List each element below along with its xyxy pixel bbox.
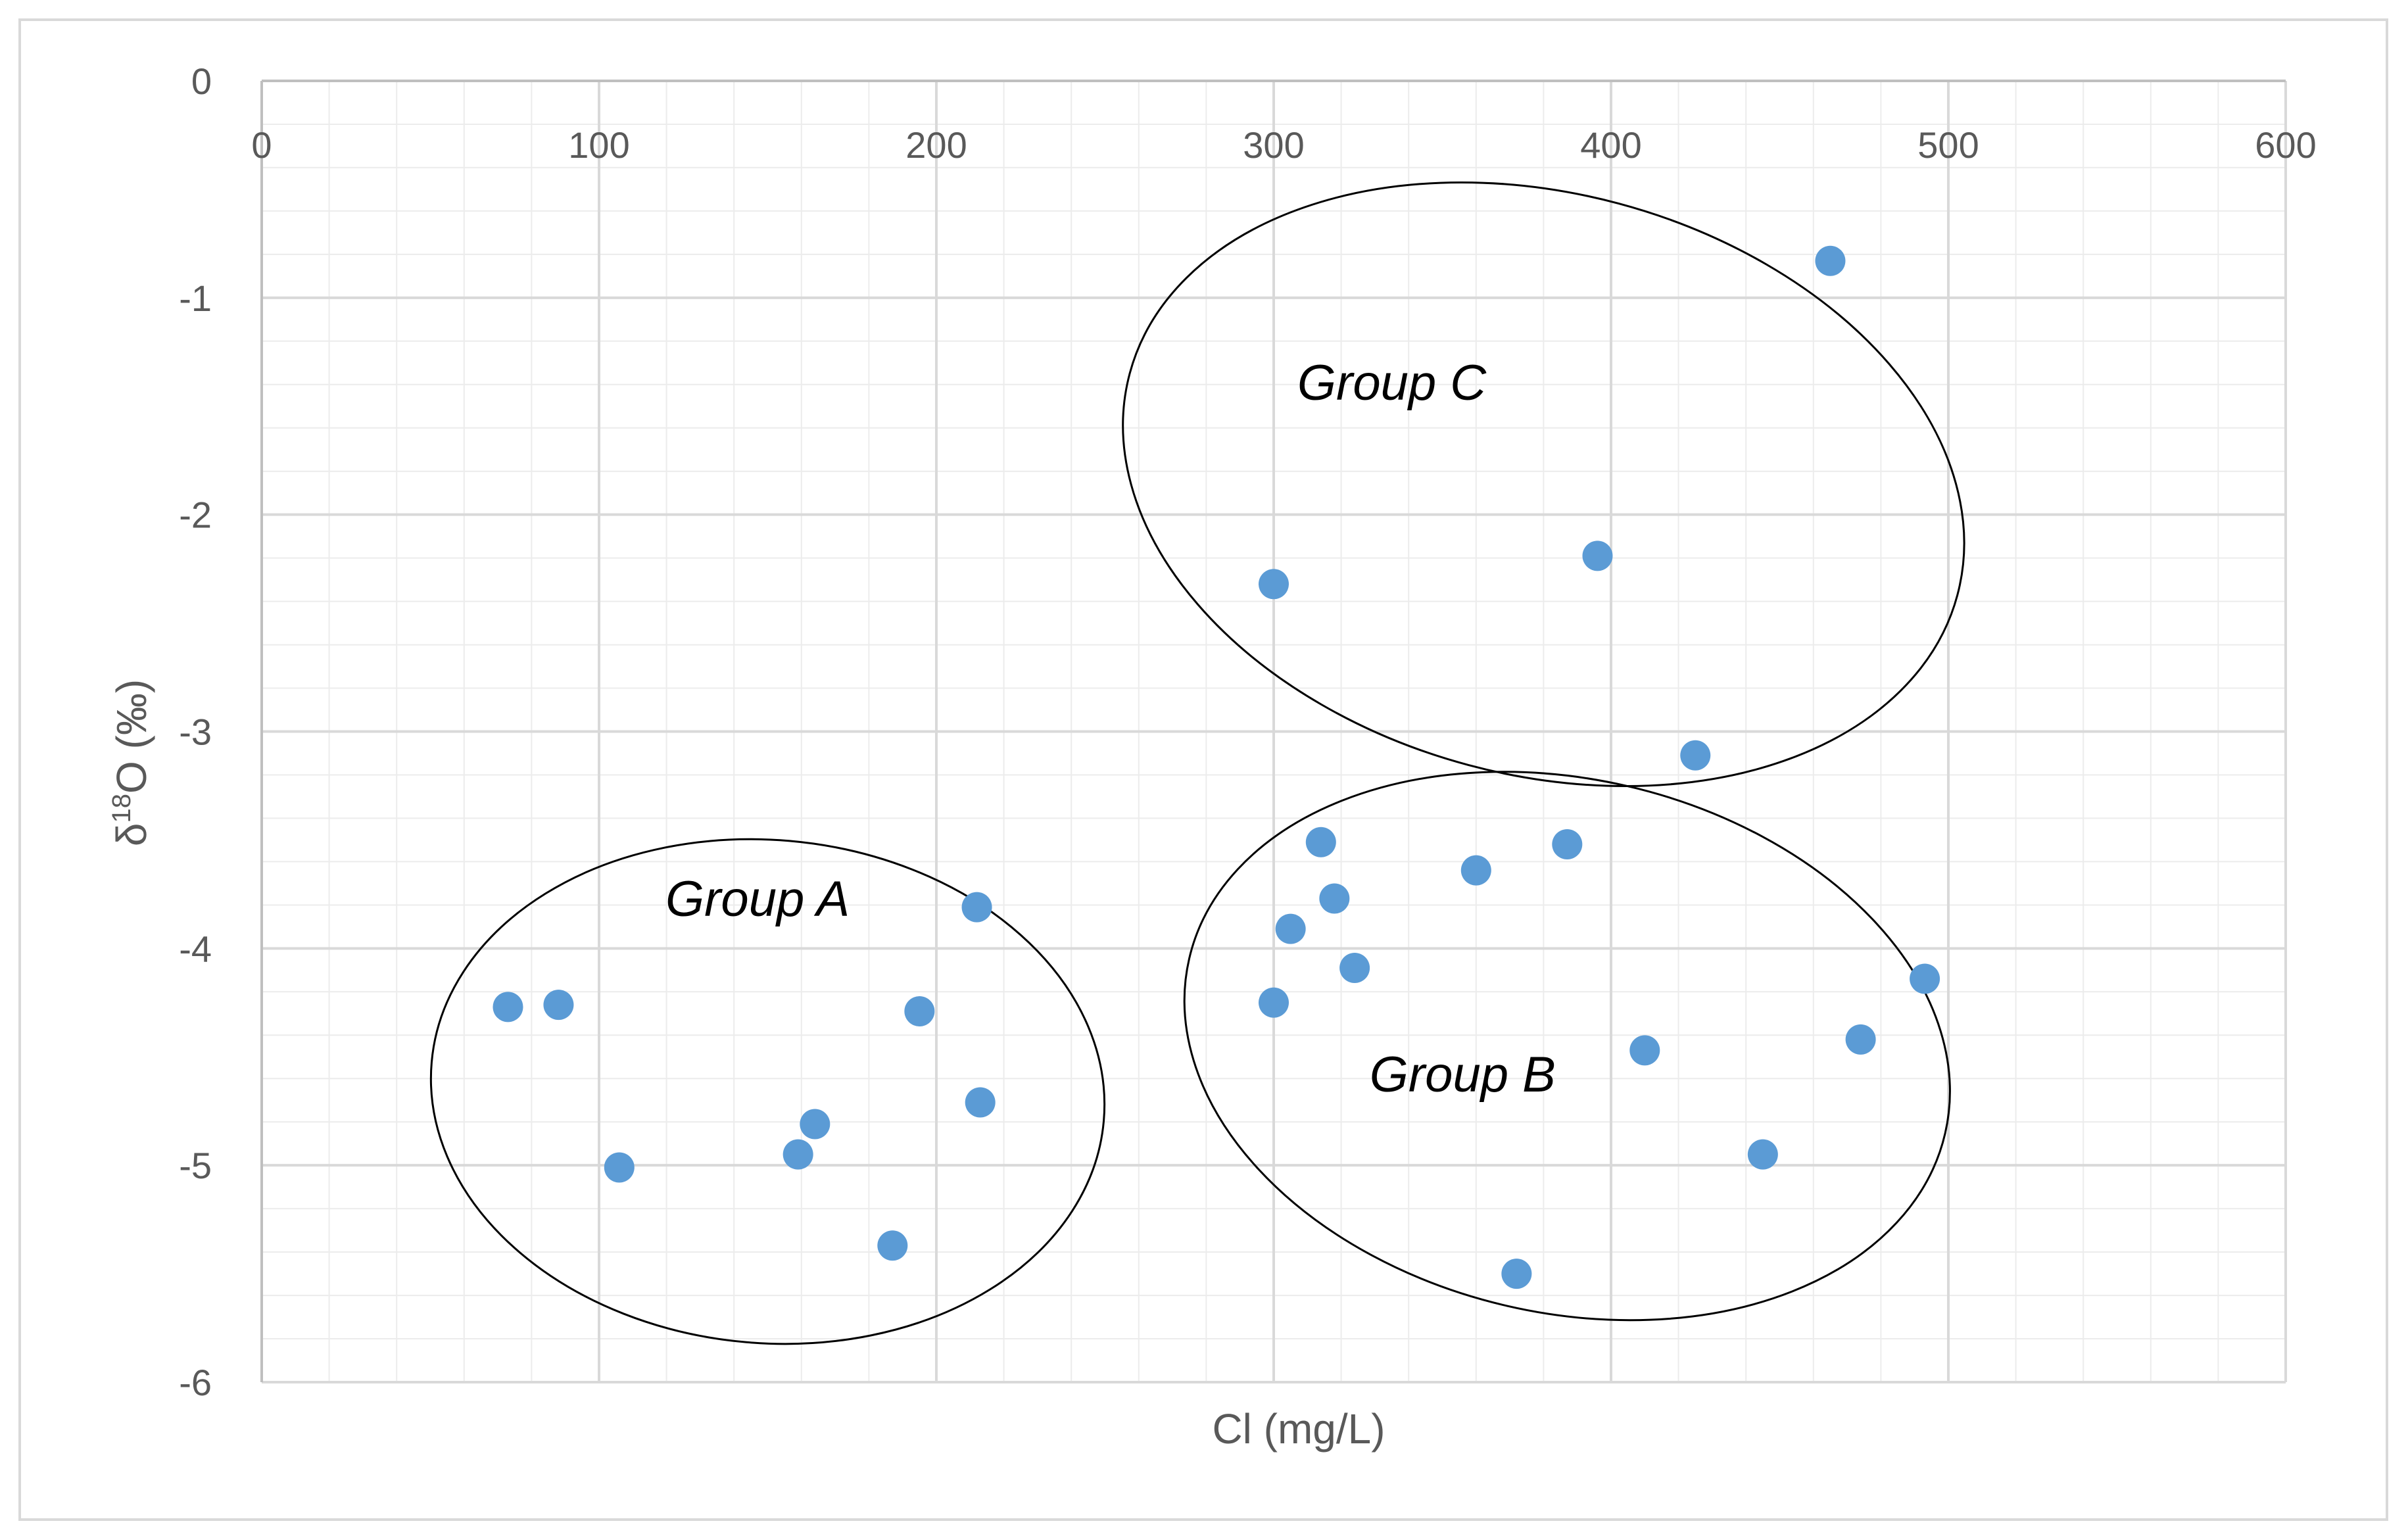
data-point	[1259, 569, 1289, 600]
data-point	[1319, 883, 1350, 914]
y-axis-title-prefix: δ	[108, 823, 155, 847]
data-point	[1501, 1259, 1532, 1289]
x-tick-label: 100	[568, 124, 629, 166]
y-axis-title-suffix: O (‰)	[108, 679, 155, 794]
y-tick-label: -3	[179, 711, 212, 753]
data-point	[800, 1109, 831, 1140]
data-point	[1460, 855, 1491, 886]
data-point	[1275, 913, 1306, 944]
y-tick-label: 0	[191, 60, 212, 102]
y-tick-label: -2	[179, 494, 212, 536]
data-point	[1629, 1035, 1660, 1066]
y-tick-label: -6	[179, 1362, 212, 1403]
group-ellipses	[429, 181, 1965, 1345]
x-tick-label: 200	[905, 124, 967, 166]
group-label: Group A	[665, 871, 850, 927]
y-axis-title: δ18O (‰)	[107, 679, 155, 846]
x-tick-label: 300	[1243, 124, 1304, 166]
x-tick-label: 500	[1917, 124, 1979, 166]
data-point	[1305, 827, 1336, 857]
data-point	[1259, 987, 1289, 1018]
y-tick-label: -5	[179, 1145, 212, 1186]
data-point	[1582, 541, 1613, 571]
data-point	[543, 990, 574, 1021]
y-axis-title-superscript: 18	[107, 794, 136, 823]
data-point	[961, 892, 992, 923]
group-label: Group B	[1370, 1047, 1556, 1103]
x-axis-title: Cl (mg/L)	[1212, 1405, 1385, 1453]
chart-frame	[18, 18, 2388, 1521]
y-tick-label: -4	[179, 928, 212, 969]
gridlines	[260, 80, 2287, 1383]
data-point	[1339, 953, 1370, 984]
group-label: Group C	[1297, 355, 1487, 411]
data-point	[1680, 740, 1711, 771]
data-points	[493, 245, 1940, 1289]
x-tick-label: 600	[2255, 124, 2316, 166]
axes	[260, 80, 2286, 1382]
group-labels: Group A Group B Group C	[665, 355, 1556, 1103]
group-ellipse	[429, 838, 1106, 1345]
data-point	[1815, 245, 1846, 276]
data-point	[1747, 1139, 1778, 1170]
data-point	[1552, 829, 1583, 860]
data-point	[493, 992, 523, 1022]
group-ellipse	[1122, 181, 1965, 788]
y-tick-label: -1	[179, 277, 212, 319]
data-point	[604, 1152, 635, 1183]
x-tick-label: 0	[251, 124, 272, 166]
data-point	[783, 1139, 813, 1170]
data-point	[877, 1230, 908, 1261]
tick-labels: 0 100 200 300 400 500 600 0 -1 -2 -3 -4 -5 -6	[179, 60, 2317, 1403]
data-point	[1845, 1024, 1876, 1055]
data-point	[1910, 963, 1940, 994]
data-point	[965, 1087, 996, 1118]
x-tick-label: 400	[1580, 124, 1641, 166]
data-point	[904, 996, 935, 1026]
